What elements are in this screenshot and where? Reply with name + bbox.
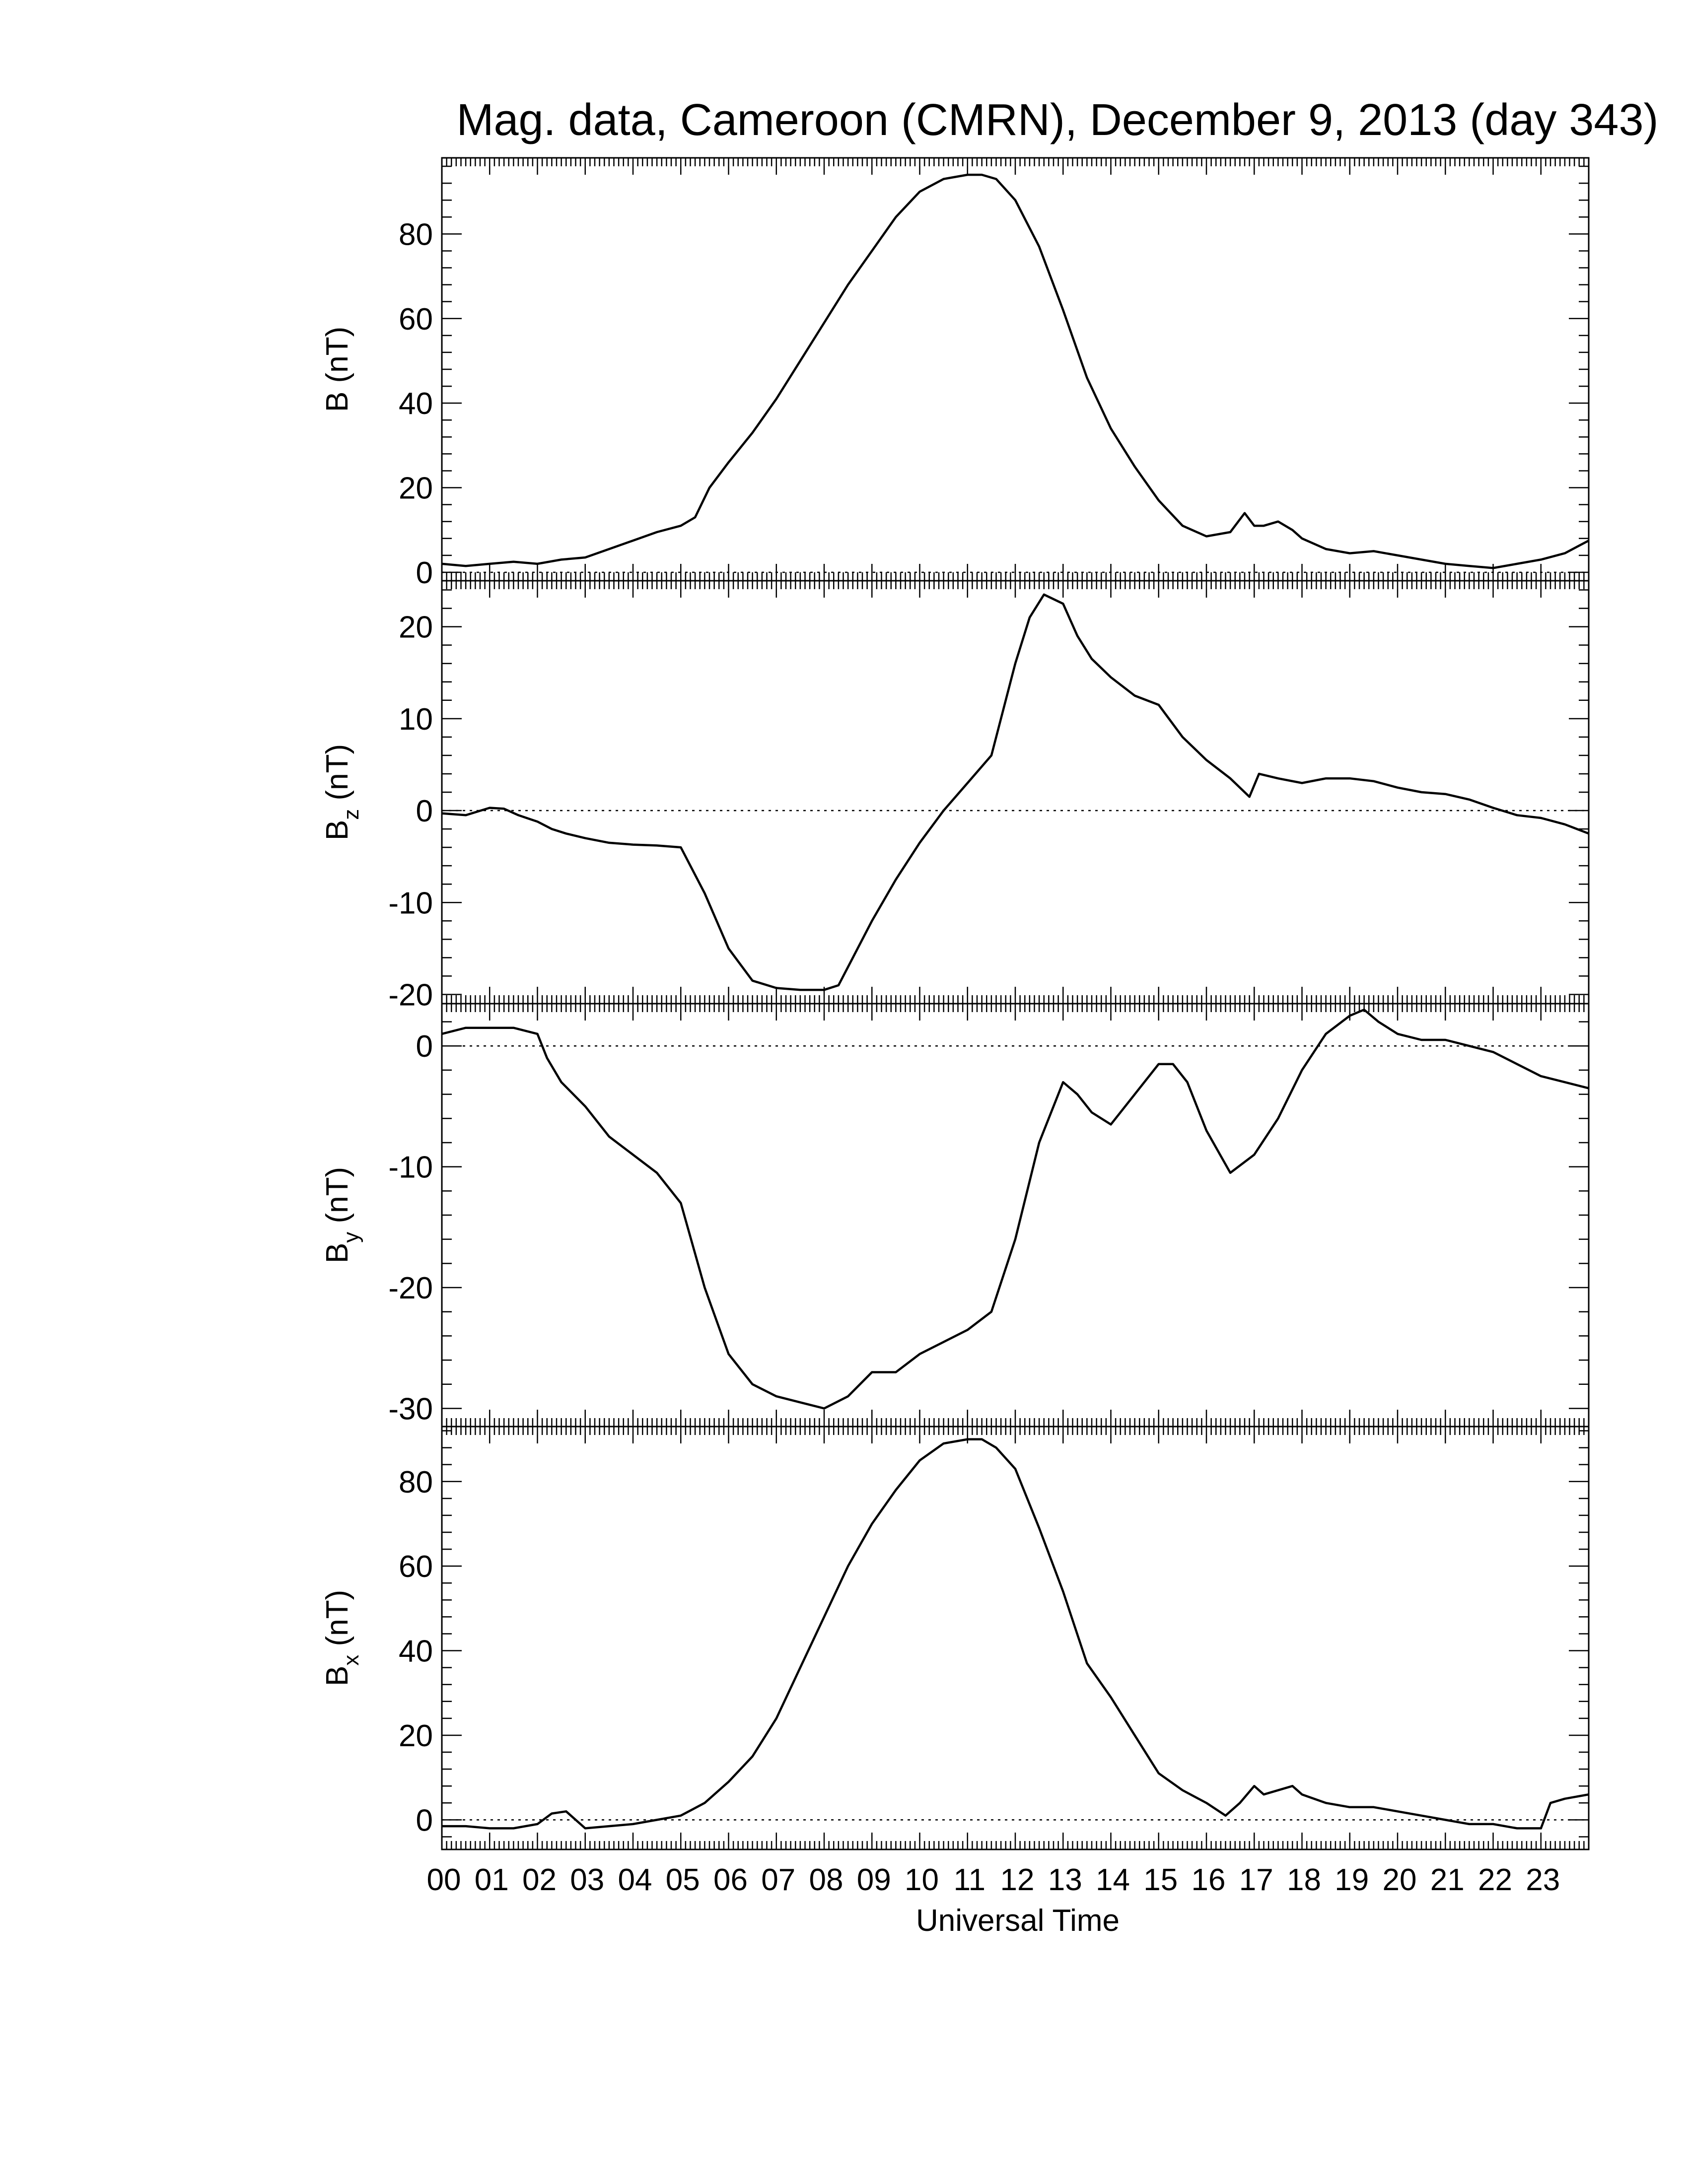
x-tick-label: 20 (1383, 1863, 1417, 1897)
y-tick-label: 80 (399, 217, 433, 252)
x-tick-label: 17 (1239, 1863, 1273, 1897)
series-line-b (441, 173, 1590, 569)
x-tick-label: 00 (427, 1863, 461, 1897)
panel-b: 0 20 40 60 80 B (nT) (320, 157, 1590, 590)
y-axis-label-subscript: y (339, 1232, 363, 1243)
y-axis-label-subscript: z (339, 809, 363, 820)
series-line-bz (441, 593, 1589, 991)
y-tick-label: 10 (399, 702, 433, 737)
y-tick-label: 80 (399, 1465, 433, 1500)
y-axis-label-unit: (nT) (320, 1590, 354, 1655)
y-tick-label: -20 (388, 1271, 433, 1305)
y-axis-label-subscript: x (339, 1655, 363, 1666)
y-axis-label-by: By (nT) (320, 1167, 363, 1263)
series-line-by (441, 1008, 1589, 1410)
x-axis-tick-labels: 00 01 02 03 04 05 06 07 08 09 10 11 12 13 14 15 16 17 18 19… (427, 1863, 1560, 1897)
x-tick-label: 01 (475, 1863, 509, 1897)
y-tick-label: -10 (388, 1151, 433, 1185)
y-axis-label-main: B (320, 820, 354, 840)
y-tick-label: -10 (388, 886, 433, 920)
y-tick-label: -30 (388, 1392, 433, 1426)
y-tick-label: 20 (399, 472, 433, 506)
y-axis-label-bx: Bx (nT) (320, 1590, 363, 1686)
x-tick-label: 21 (1430, 1863, 1465, 1897)
y-axis-label-b: B (nT) (320, 327, 354, 412)
x-tick-label: 14 (1096, 1863, 1130, 1897)
x-tick-label: 05 (666, 1863, 700, 1897)
x-tick-label: 11 (954, 1863, 985, 1897)
x-tick-label: 08 (809, 1863, 844, 1897)
y-axis-label-unit: (nT) (320, 744, 354, 809)
x-axis-label: Universal Time (916, 1904, 1120, 1938)
x-tick-label: 23 (1526, 1863, 1560, 1897)
y-tick-label: 40 (399, 1635, 433, 1669)
x-tick-label: 02 (522, 1863, 557, 1897)
y-tick-label: 40 (399, 387, 433, 421)
x-tick-label: 16 (1192, 1863, 1226, 1897)
x-tick-label: 18 (1287, 1863, 1321, 1897)
x-tick-label: 03 (570, 1863, 604, 1897)
x-tick-label: 07 (761, 1863, 795, 1897)
panel-bx: 0 20 40 60 80 Bx (nT) (320, 1426, 1590, 1850)
x-tick-label: 12 (1000, 1863, 1035, 1897)
x-tick-label: 13 (1048, 1863, 1082, 1897)
x-tick-label: 15 (1143, 1863, 1178, 1897)
y-tick-label: 0 (416, 1803, 433, 1838)
y-tick-label: 20 (399, 611, 433, 645)
x-tick-label: 09 (857, 1863, 891, 1897)
y-tick-label: 0 (416, 1029, 433, 1064)
x-tick-label: 10 (905, 1863, 939, 1897)
x-tick-label: 19 (1335, 1863, 1369, 1897)
y-tick-label: 0 (416, 556, 433, 590)
x-tick-label: 04 (618, 1863, 652, 1897)
x-tick-label: 22 (1478, 1863, 1512, 1897)
y-axis-label-main: B (320, 1666, 354, 1686)
chart-title: Mag. data, Cameroon (CMRN), December 9, … (456, 95, 1658, 145)
y-axis-label-main: B (320, 392, 354, 412)
y-axis-label-main: B (320, 1243, 354, 1263)
y-tick-label: 60 (399, 1550, 433, 1584)
x-tick-label: 06 (713, 1863, 748, 1897)
series-line-bx (442, 1438, 1589, 1830)
y-tick-label: 0 (416, 794, 433, 828)
y-axis-label-unit: (nT) (320, 1167, 354, 1232)
y-tick-label: 60 (399, 302, 433, 337)
panels: 0 20 40 60 80 B (nT) -20 -10 0 10 20 Bz (nT) -30 -20 -… (320, 157, 1590, 1850)
y-axis-label-bz: Bz (nT) (320, 744, 363, 840)
y-tick-label: 20 (399, 1719, 433, 1753)
y-axis-label-unit: (nT) (320, 327, 354, 392)
y-tick-label: -20 (388, 978, 433, 1012)
